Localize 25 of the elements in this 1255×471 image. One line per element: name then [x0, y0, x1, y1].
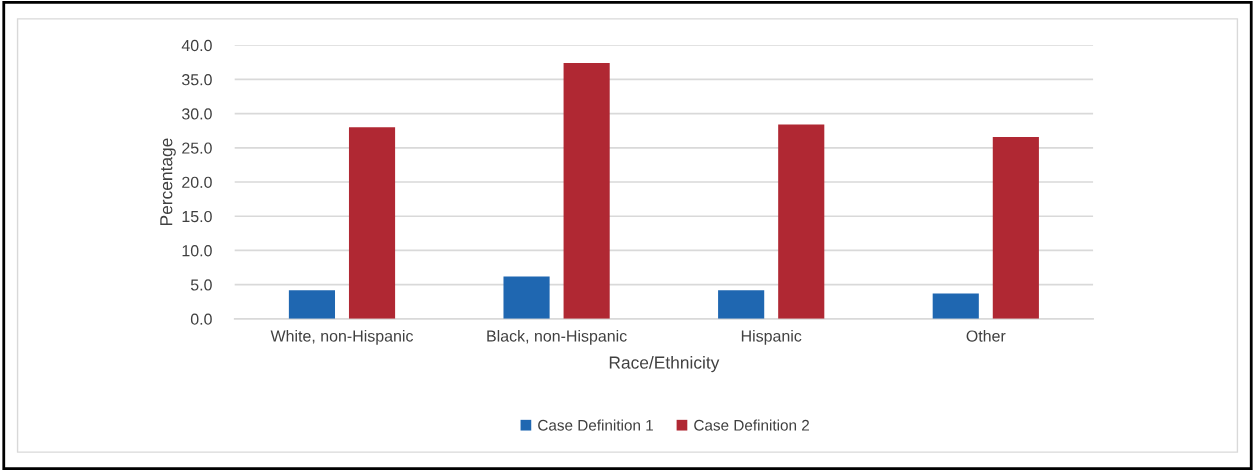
x-tick-label: Other	[966, 329, 1006, 342]
bar	[503, 276, 550, 319]
bar	[288, 290, 336, 319]
x-axis-title: Race/Ethnicity	[609, 355, 720, 373]
legend-label: Case Definition 2	[694, 419, 809, 431]
bar	[348, 127, 396, 319]
bar	[778, 124, 825, 319]
y-tick-label: 15.0	[182, 210, 212, 223]
x-tick-label: White, non-Hispanic	[270, 329, 414, 345]
y-tick-label: 10.0	[182, 245, 212, 257]
legend-label: Case Definition 1	[538, 419, 653, 431]
x-tick-label: Black, non-Hispanic	[487, 329, 627, 345]
bar	[718, 290, 765, 319]
y-tick-label: 5.0	[190, 279, 212, 291]
y-tick-label: 0.0	[190, 313, 212, 325]
bar	[992, 136, 1039, 319]
y-tick-label: 20.0	[182, 176, 212, 188]
y-tick-label: 35.0	[181, 74, 212, 86]
y-tick-label: 40.0	[181, 39, 212, 52]
x-tick-label: Hispanic	[741, 329, 802, 345]
bar	[932, 293, 979, 319]
bar	[563, 63, 610, 319]
y-tick-label: 30.0	[181, 108, 212, 120]
y-axis-title: Percentage	[160, 138, 176, 226]
y-tick-label: 25.0	[182, 142, 212, 154]
